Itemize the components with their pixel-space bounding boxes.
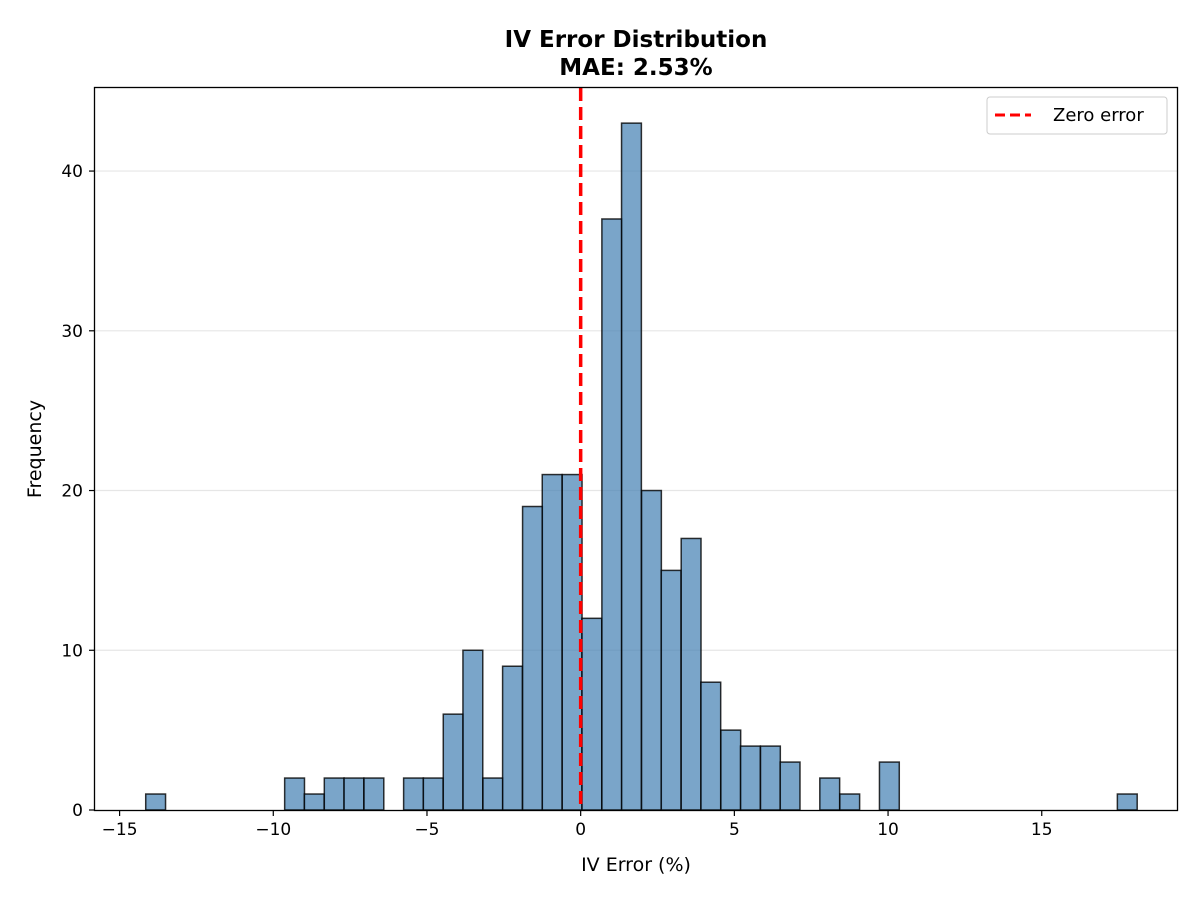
y-tick-label: 20 (61, 482, 83, 502)
histogram-bar (343, 777, 365, 811)
histogram-bar (660, 569, 682, 811)
histogram-bar (1116, 793, 1138, 811)
x-tick-label: 5 (729, 820, 740, 840)
histogram-bar (779, 761, 801, 811)
histogram-bar (144, 793, 167, 811)
x-tick-label: −10 (255, 820, 291, 840)
x-tick-label: −5 (414, 820, 439, 840)
legend: Zero error (986, 96, 1168, 135)
histogram-bar (720, 729, 742, 811)
histogram-bar (739, 745, 762, 811)
x-tick-label: −15 (102, 820, 138, 840)
y-tick-label: 30 (61, 322, 83, 342)
y-tick-label: 10 (61, 641, 83, 661)
plot-frame (93, 86, 1179, 812)
x-axis-ticks: −15 −10 −5 0 5 10 15 (102, 810, 1053, 840)
chart-title: IV Error Distribution (505, 27, 768, 53)
histogram-bar (620, 122, 643, 811)
x-tick-label: 15 (1031, 820, 1053, 840)
histogram-bar (363, 777, 385, 811)
legend-label-zero-error: Zero error (1053, 105, 1144, 126)
histogram-bar (601, 218, 623, 811)
histogram-bar (581, 617, 603, 811)
histogram-bar (700, 681, 722, 811)
histogram-bar (283, 777, 306, 811)
histogram-bar (442, 713, 464, 811)
histogram-bar (303, 793, 325, 811)
histogram-bar (640, 489, 663, 811)
bars (144, 122, 1138, 811)
histogram-bar (819, 777, 841, 811)
y-axis-label: Frequency (24, 400, 46, 498)
y-axis-ticks: 0 10 20 30 40 (61, 162, 95, 821)
y-tick-label: 40 (61, 162, 83, 182)
histogram-bar (482, 777, 504, 811)
histogram-bar (759, 745, 782, 811)
x-tick-label: 0 (575, 820, 586, 840)
x-axis-label: IV Error (%) (581, 854, 691, 876)
chart-subtitle: MAE: 2.53% (559, 55, 712, 81)
histogram-bar (878, 761, 901, 811)
x-tick-label: 10 (877, 820, 899, 840)
histogram-bar (680, 537, 702, 811)
histogram-bar (402, 777, 425, 811)
histogram-bar (422, 777, 444, 811)
y-tick-label: 0 (72, 801, 83, 821)
histogram-bar (521, 505, 544, 811)
histogram-bar (462, 649, 484, 811)
legend-box (986, 96, 1168, 135)
histogram-bar (323, 777, 345, 811)
histogram-bar (839, 793, 861, 811)
histogram-bar (541, 473, 563, 811)
histogram-bar (501, 665, 524, 811)
